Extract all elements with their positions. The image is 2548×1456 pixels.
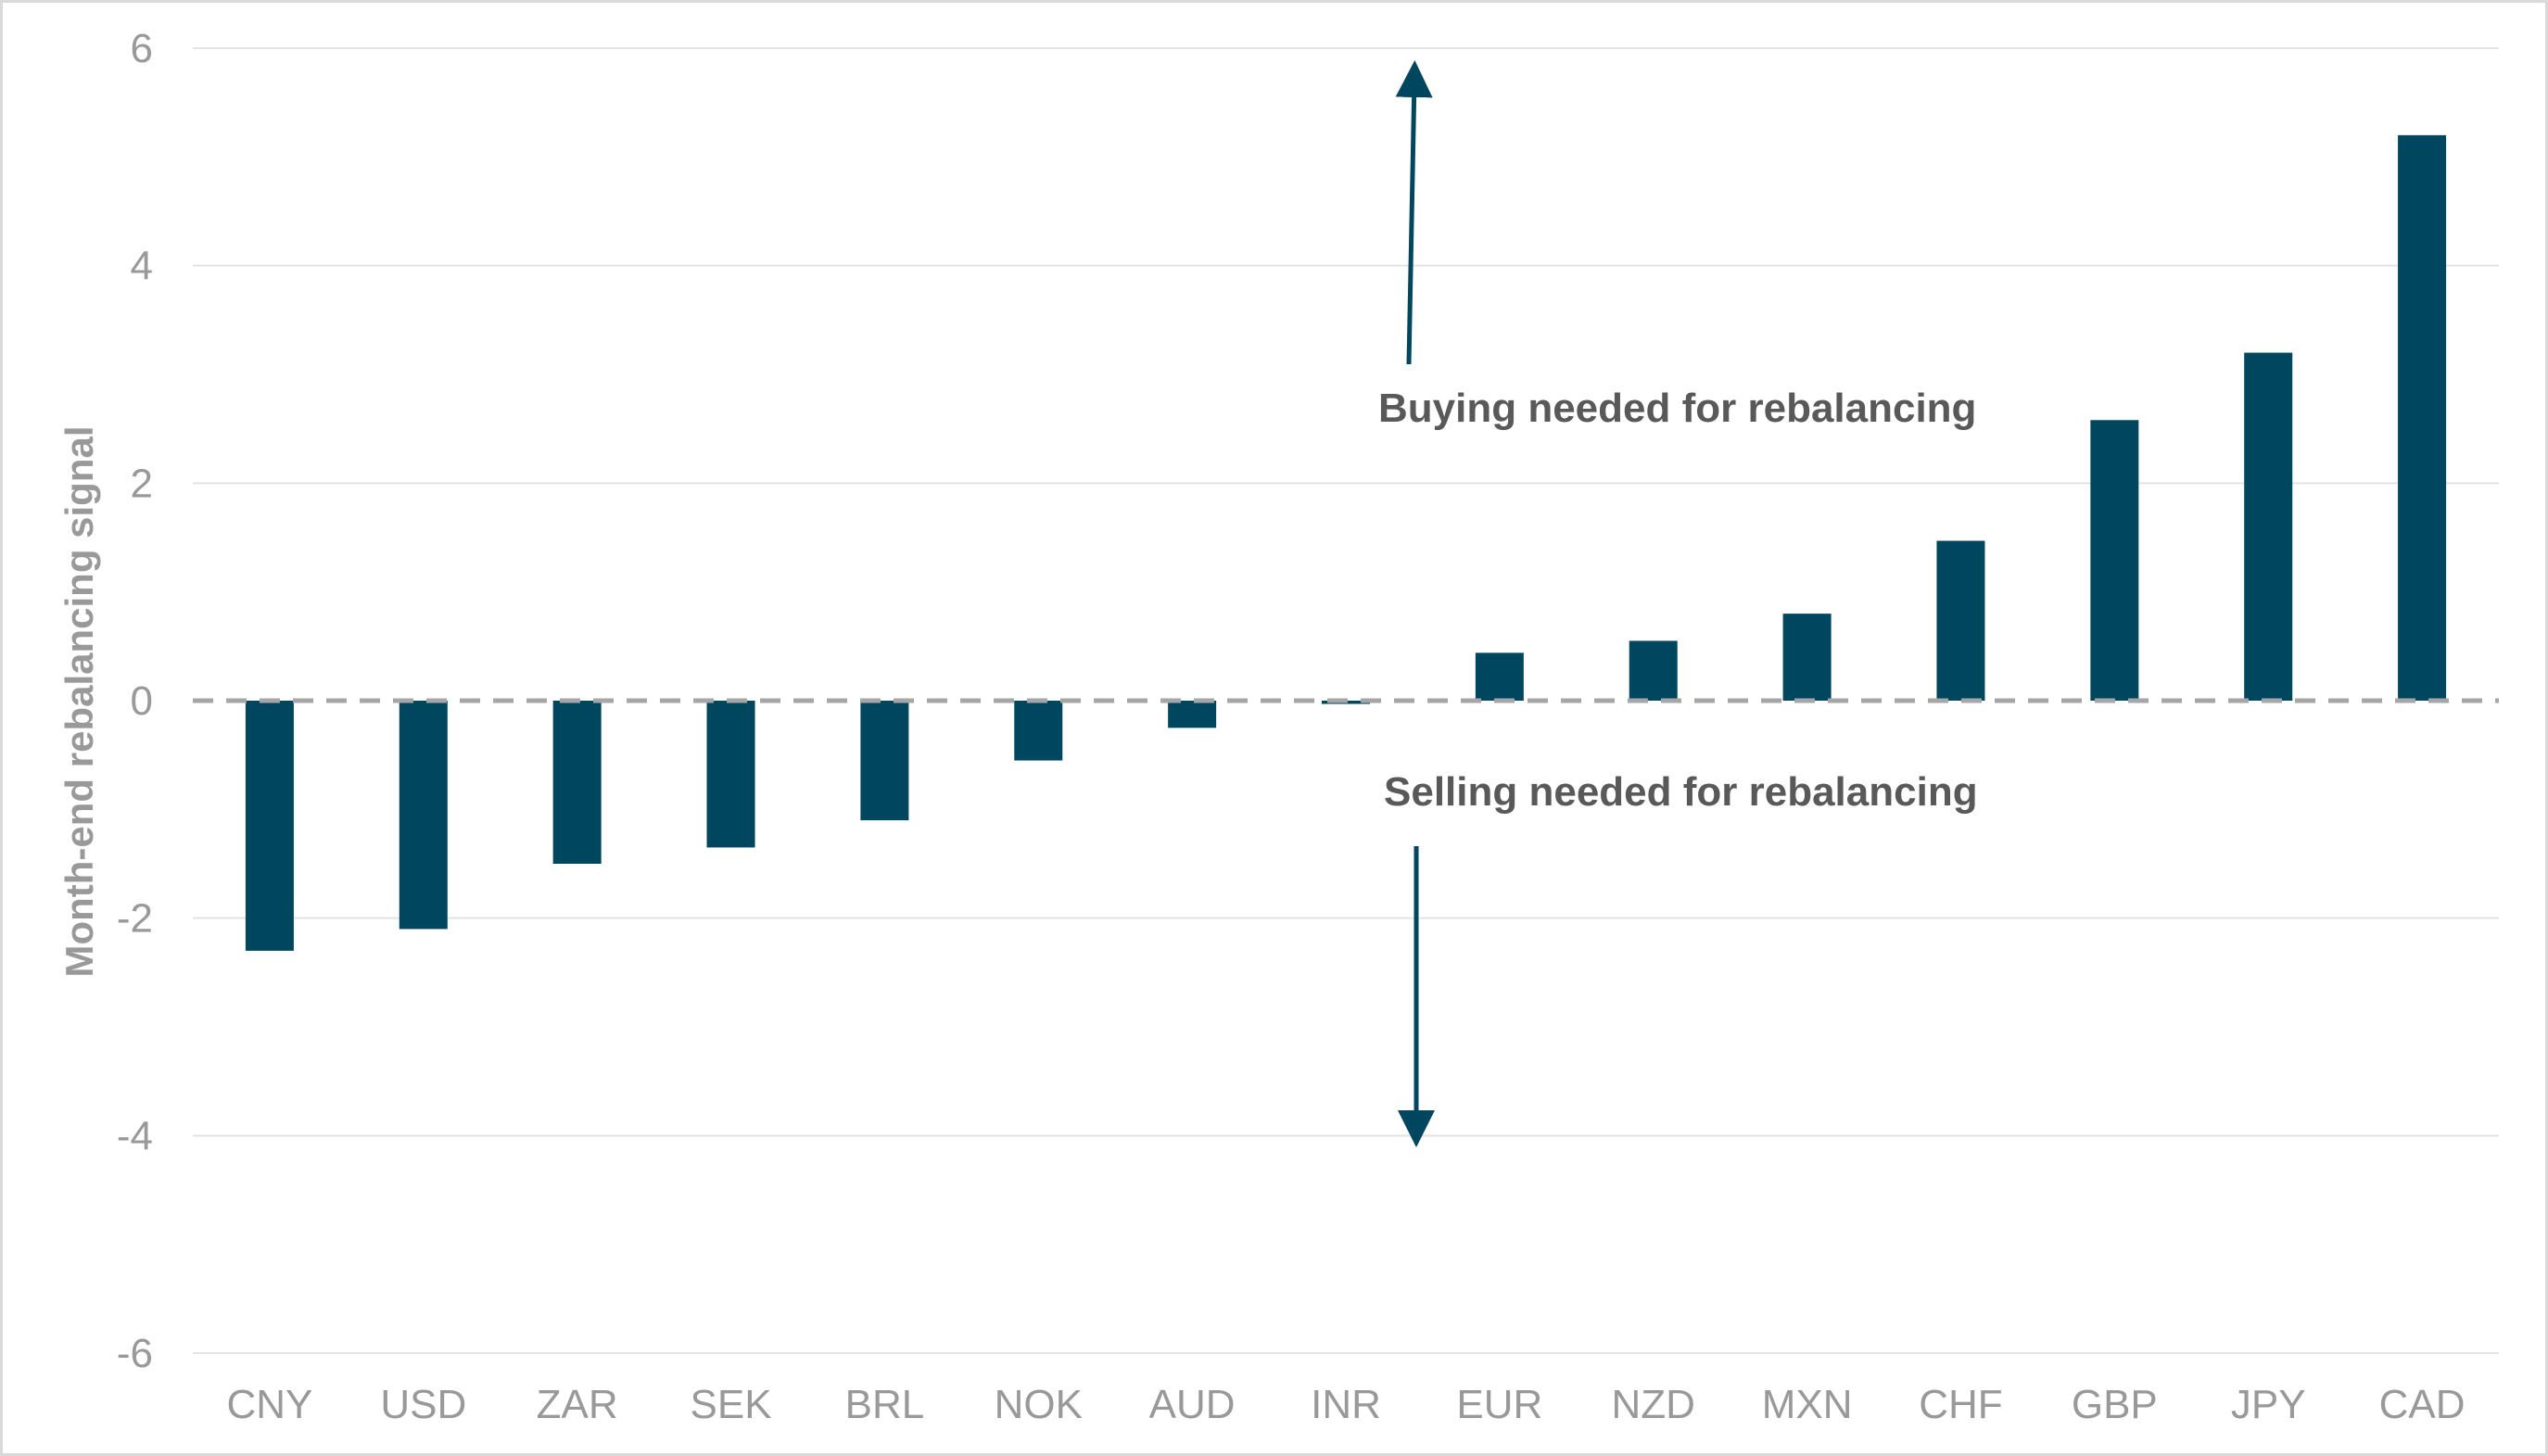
selling-annotation: Selling needed for rebalancing — [1384, 769, 1978, 815]
bar-zar — [552, 701, 602, 864]
bar-mxn — [1782, 614, 1832, 701]
y-tick-label: 0 — [131, 678, 153, 724]
annotation-selling: Selling needed for rebalancing — [1384, 769, 1978, 1147]
x-tick-label: INR — [1311, 1382, 1381, 1427]
buying-arrow — [1395, 60, 1433, 365]
y-axis-ticks: 6 4 2 0 -2 -4 -6 — [117, 26, 153, 1376]
x-tick-label: CNY — [226, 1382, 312, 1427]
y-tick-label: 2 — [131, 461, 153, 506]
bar-cny — [245, 701, 294, 951]
gridlines — [193, 47, 2499, 1354]
bar-nzd — [1629, 640, 1678, 701]
y-tick-label: -4 — [117, 1113, 153, 1158]
x-tick-label: NZD — [1612, 1382, 1695, 1427]
y-axis-label: Month-end rebalancing signal — [57, 425, 101, 977]
y-tick-label: 4 — [131, 244, 153, 289]
x-tick-label: CAD — [2379, 1382, 2466, 1427]
bar-usd — [399, 701, 448, 930]
x-tick-label: BRL — [845, 1382, 925, 1427]
annotation-buying: Buying needed for rebalancing — [1378, 60, 1976, 431]
x-tick-label: SEK — [691, 1382, 772, 1427]
y-tick-label: -2 — [117, 896, 153, 942]
x-tick-label: JPY — [2231, 1382, 2306, 1427]
x-tick-label: EUR — [1456, 1382, 1542, 1427]
x-tick-label: NOK — [995, 1382, 1083, 1427]
x-tick-label: ZAR — [537, 1382, 618, 1427]
bar-nok — [1014, 701, 1063, 761]
bar-sek — [706, 701, 755, 848]
buying-annotation: Buying needed for rebalancing — [1378, 386, 1976, 431]
x-tick-label: CHF — [1919, 1382, 2002, 1427]
bar-brl — [860, 701, 909, 821]
bar-chf — [1936, 540, 1985, 701]
x-tick-label: MXN — [1762, 1382, 1853, 1427]
y-tick-label: 6 — [131, 26, 153, 71]
bar-gbp — [2090, 420, 2139, 701]
x-tick-label: AUD — [1149, 1382, 1236, 1427]
bars — [245, 134, 2447, 951]
x-tick-label: GBP — [2072, 1382, 2158, 1427]
y-tick-label: -6 — [117, 1331, 153, 1376]
bar-aud — [1168, 701, 1217, 728]
bar-cad — [2398, 134, 2447, 701]
bar-eur — [1475, 652, 1524, 701]
x-axis-ticks: CNY USD ZAR SEK BRL NOK AUD INR EUR NZD MXN CHF GBP J… — [226, 1382, 2465, 1427]
bar-jpy — [2244, 352, 2293, 701]
x-tick-label: USD — [380, 1382, 466, 1427]
